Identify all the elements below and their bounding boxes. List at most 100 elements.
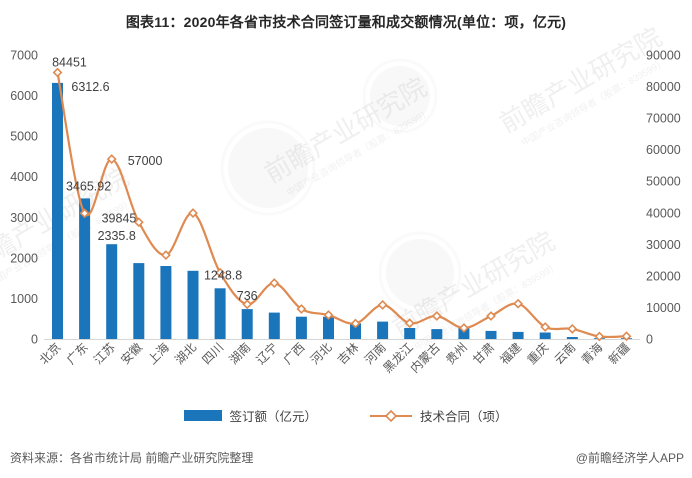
watermark-logo-circle	[370, 66, 430, 126]
line-series-markers	[52, 67, 632, 342]
data-label-84451: 84451	[52, 56, 87, 70]
bar-江苏	[106, 244, 118, 339]
right-axis-tick: 50000	[646, 175, 681, 189]
left-axis-tick: 2000	[10, 251, 38, 265]
x-axis-label-安徽: 安徽	[117, 340, 145, 368]
right-axis-tick: 10000	[646, 301, 681, 315]
bar-series-swatch	[184, 410, 223, 421]
x-axis-label-四川: 四川	[199, 340, 226, 367]
line-series-label: 技术合同（项）	[420, 410, 508, 424]
data-label-1248.8: 1248.8	[204, 268, 242, 282]
legend-item-bar-series: 签订额（亿元）	[184, 406, 317, 425]
marker-甘肃	[486, 311, 496, 321]
bar-河北	[323, 316, 334, 339]
data-label-3465.92: 3465.92	[66, 179, 111, 193]
marker-上海	[160, 250, 171, 261]
x-axis-label-重庆: 重庆	[524, 340, 551, 367]
line-series-swatch	[370, 409, 412, 422]
marker-河北	[323, 310, 334, 320]
x-axis-label-江苏: 江苏	[91, 340, 118, 367]
right-axis-tick: 80000	[646, 80, 681, 94]
right-axis-tick: 20000	[646, 269, 681, 283]
watermark-logo-ring	[362, 58, 438, 134]
bar-四川	[214, 288, 226, 339]
marker-福建	[513, 298, 524, 309]
bar-安徽	[133, 263, 145, 339]
x-axis-label-湖北: 湖北	[172, 340, 200, 368]
bar-辽宁	[268, 312, 280, 339]
watermark-logo-circle	[386, 239, 454, 307]
marker-湖北	[188, 208, 198, 219]
left-axis-tick: 4000	[10, 170, 38, 184]
bar-湖南	[241, 309, 253, 339]
x-axis-label-广西: 广西	[281, 340, 308, 367]
bar-上海	[160, 266, 172, 339]
x-axis-label-吉林: 吉林	[335, 340, 362, 367]
marker-广东	[79, 208, 90, 219]
left-axis-tick: 5000	[10, 130, 38, 144]
marker-贵州	[458, 323, 469, 333]
x-axis-label-青海: 青海	[578, 340, 606, 368]
right-axis-tick: 90000	[646, 49, 681, 63]
marker-湖南	[242, 299, 253, 310]
chart-legend: 签订额（亿元） 技术合同（项）	[0, 406, 692, 425]
bar-series-label: 签订额（亿元）	[229, 410, 317, 424]
bar-贵州	[458, 328, 470, 339]
right-axis-tick: 60000	[646, 143, 681, 157]
source-note: 资料来源：各省市统计局 前瞻产业研究院整理	[10, 451, 254, 465]
data-label-2335.8: 2335.8	[98, 229, 136, 243]
right-axis-tick: 30000	[646, 238, 681, 252]
chart-footer: 资料来源：各省市统计局 前瞻产业研究院整理 @前瞻经济学人APP	[10, 449, 684, 466]
credit-note: @前瞻经济学人APP	[575, 451, 684, 465]
right-axis-tick: 0	[646, 333, 653, 347]
marker-青海	[594, 331, 605, 342]
x-axis-label-上海: 上海	[144, 340, 172, 368]
x-axis-label-湖南: 湖南	[226, 340, 254, 368]
marker-黑龙江	[404, 318, 415, 329]
marker-吉林	[350, 318, 361, 329]
marker-重庆	[540, 322, 551, 332]
bar-福建	[512, 331, 524, 339]
data-label-57000: 57000	[128, 154, 163, 168]
data-label-6312.6: 6312.6	[71, 80, 109, 94]
bar-广西	[295, 316, 307, 339]
bar-北京	[52, 82, 63, 340]
right-axis-tick: 70000	[646, 112, 681, 126]
marker-江苏	[106, 154, 117, 165]
left-axis-tick: 3000	[10, 211, 38, 225]
bar-湖北	[187, 270, 199, 339]
left-axis-tick: 7000	[10, 49, 38, 63]
marker-广西	[296, 304, 307, 314]
right-axis-tick: 40000	[646, 206, 681, 220]
left-axis-tick: 6000	[10, 89, 38, 103]
chart-title: 图表11：2020年各省市技术合同签订量和成交额情况(单位：项，亿元)	[125, 14, 567, 30]
marker-云南	[567, 323, 578, 334]
x-axis-label-福建: 福建	[497, 340, 525, 368]
marker-内蒙古	[431, 311, 442, 321]
x-axis-label-辽宁: 辽宁	[253, 340, 281, 368]
bar-吉林	[350, 323, 361, 339]
bar-甘肃	[485, 330, 497, 339]
x-axis-label-北京: 北京	[37, 340, 64, 367]
watermark-logo-circle	[228, 128, 308, 208]
bar-重庆	[539, 332, 551, 339]
bar-云南	[566, 337, 578, 339]
marker-四川	[215, 267, 226, 278]
marker-安徽	[133, 217, 144, 228]
marker-新疆	[621, 331, 632, 342]
bar-内蒙古	[431, 329, 443, 339]
x-axis-label-黑龙江: 黑龙江	[380, 340, 415, 375]
bar-广东	[79, 198, 91, 339]
legend-item-line-series: 技术合同（项）	[369, 406, 508, 425]
data-label-39845: 39845	[102, 211, 137, 225]
left-axis-tick: 1000	[10, 292, 38, 306]
left-axis-tick: 0	[31, 333, 38, 347]
bar-黑龙江	[404, 328, 416, 339]
marker-辽宁	[269, 278, 280, 289]
marker-河南	[377, 299, 388, 310]
x-axis-label-广东: 广东	[64, 340, 91, 367]
marker-北京	[52, 67, 63, 78]
bar-series	[52, 82, 632, 340]
